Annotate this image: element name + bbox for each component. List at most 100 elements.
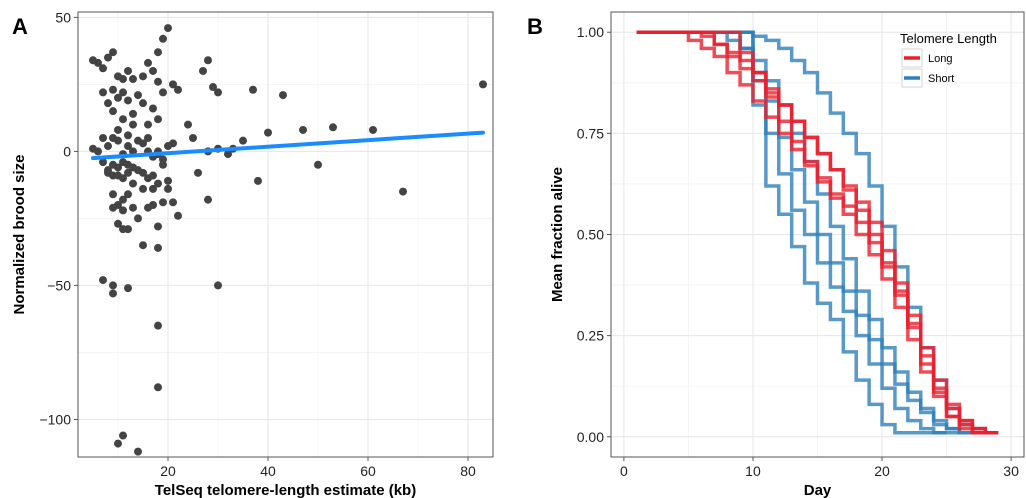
scatter-point <box>239 136 247 145</box>
y-tick-label: −50 <box>47 277 71 293</box>
scatter-point <box>279 91 287 100</box>
panel-b-x-axis-label: Day <box>804 482 832 498</box>
scatter-point <box>154 115 162 124</box>
scatter-point <box>144 120 152 129</box>
scatter-point <box>124 284 132 293</box>
scatter-point <box>169 198 177 207</box>
scatter-point <box>114 93 122 102</box>
scatter-point <box>109 281 117 290</box>
scatter-point <box>159 160 167 169</box>
scatter-point <box>249 85 257 94</box>
scatter-point <box>114 219 122 228</box>
scatter-point <box>114 201 122 210</box>
scatter-point <box>119 174 127 183</box>
scatter-point <box>169 80 177 89</box>
y-tick-label: 1.00 <box>577 24 604 40</box>
legend-entries: Long Short <box>901 48 954 88</box>
scatter-point <box>174 211 182 220</box>
scatter-point <box>119 88 127 97</box>
scatter-point <box>134 214 142 223</box>
x-tick-label: 60 <box>360 463 376 479</box>
scatter-point <box>199 66 207 75</box>
survival-curve-long-9 <box>636 30 999 435</box>
scatter-point <box>94 58 102 67</box>
scatter-point <box>99 133 107 142</box>
scatter-point <box>204 195 212 204</box>
y-tick-label: 0.25 <box>577 328 604 344</box>
legend-title: Telomere Length <box>900 31 997 46</box>
scatter-point <box>154 48 162 57</box>
panel-a-points <box>89 24 487 456</box>
scatter-point <box>174 85 182 94</box>
scatter-point <box>149 66 157 75</box>
scatter-point <box>184 120 192 129</box>
scatter-point <box>124 168 132 177</box>
scatter-point <box>134 447 142 456</box>
scatter-point <box>109 289 117 298</box>
scatter-point <box>124 96 132 105</box>
scatter-point <box>159 88 167 97</box>
scatter-point <box>139 72 147 81</box>
scatter-point <box>149 201 157 210</box>
survival-curve-short-5 <box>636 30 947 435</box>
scatter-point <box>94 147 102 156</box>
scatter-point <box>369 125 377 134</box>
scatter-point <box>99 64 107 73</box>
scatter-point <box>144 133 152 142</box>
scatter-point <box>129 120 137 129</box>
scatter-point <box>104 142 112 151</box>
scatter-point <box>149 171 157 180</box>
panel-a-frame <box>77 11 494 458</box>
panel-a-x-axis-label: TelSeq telomere-length estimate (kb) <box>155 482 416 498</box>
scatter-point <box>99 88 107 97</box>
scatter-point <box>314 160 322 169</box>
legend-label-long: Long <box>928 53 952 65</box>
y-tick-label: 0 <box>63 143 71 159</box>
panel-letter-a: A <box>12 14 28 39</box>
scatter-point <box>104 99 112 108</box>
scatter-point <box>159 34 167 43</box>
y-tick-label: 0.50 <box>577 227 604 243</box>
panel-b-y-axis-label: Mean fraction alive <box>549 167 566 302</box>
x-tick-label: 10 <box>745 463 761 479</box>
scatter-point <box>109 85 117 94</box>
scatter-point <box>119 115 127 124</box>
scatter-point <box>399 187 407 196</box>
scatter-point <box>154 321 162 330</box>
x-tick-label: 0 <box>620 463 628 479</box>
scatter-point <box>109 107 117 116</box>
scatter-point <box>119 195 127 204</box>
scatter-point <box>149 104 157 113</box>
scatter-point <box>149 184 157 193</box>
scatter-point <box>119 75 127 84</box>
scatter-point <box>189 133 197 142</box>
scatter-point <box>129 109 137 118</box>
scatter-point <box>329 123 337 132</box>
scatter-point <box>214 281 222 290</box>
scatter-point <box>139 168 147 177</box>
scatter-point <box>139 99 147 108</box>
scatter-point <box>254 176 262 185</box>
x-tick-label: 80 <box>460 463 476 479</box>
scatter-point <box>154 243 162 252</box>
scatter-point <box>139 241 147 250</box>
scatter-point <box>164 184 172 193</box>
panel-a-grid <box>78 12 493 457</box>
scatter-point <box>144 58 152 67</box>
panel-b-survival-plot: 0 10 20 30 0.00 0.25 0.50 0.75 1.00 Day Mean fra… <box>549 11 1025 498</box>
scatter-point <box>264 128 272 137</box>
x-tick-label: 20 <box>160 463 176 479</box>
survival-curve-long-8 <box>636 30 999 435</box>
panel-letter-b: B <box>527 14 543 39</box>
panel-a-scatter-plot: 20 40 60 80 50 0 −50 −100 TelSeq telomere-lengt… <box>11 9 494 498</box>
scatter-point <box>109 48 117 57</box>
x-tick-label: 30 <box>1003 463 1019 479</box>
scatter-point <box>119 206 127 215</box>
y-tick-label: 0.75 <box>577 125 604 141</box>
scatter-point <box>134 91 142 100</box>
scatter-point <box>114 136 122 145</box>
panel-a-ticks: 20 40 60 80 50 0 −50 −100 <box>39 9 476 479</box>
scatter-point <box>299 125 307 134</box>
scatter-point <box>114 439 122 448</box>
panel-a-trend-line <box>91 130 485 161</box>
